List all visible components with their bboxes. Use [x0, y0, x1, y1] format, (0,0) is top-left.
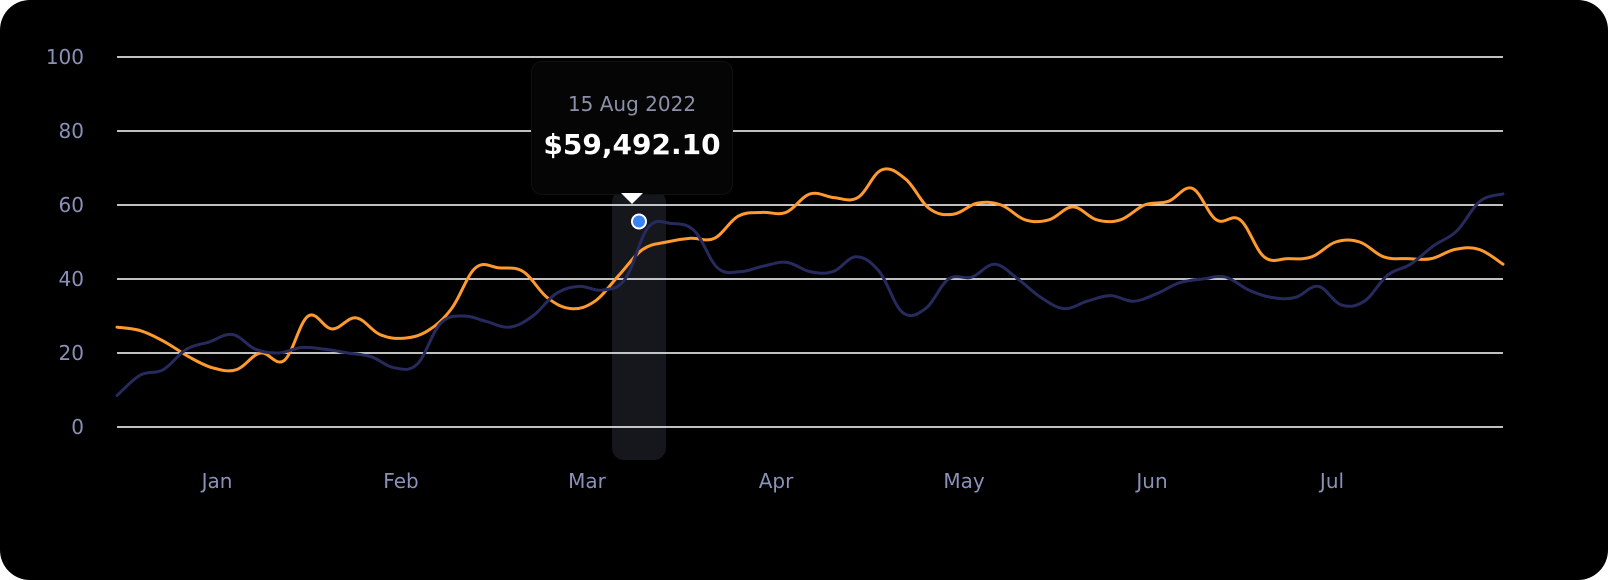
x-tick-label: May — [943, 469, 985, 493]
x-tick-label: Feb — [383, 469, 418, 493]
series-line-orange — [115, 167, 1505, 373]
tooltip-value: $59,492.10 — [543, 128, 721, 161]
x-tick-label: Jun — [1134, 469, 1167, 493]
tooltip-date: 15 Aug 2022 — [567, 92, 697, 116]
x-tick-label: Mar — [568, 469, 607, 493]
y-tick-label: 60 — [59, 193, 84, 217]
highlight-band — [612, 190, 666, 460]
series-line-navy — [115, 192, 1505, 398]
y-tick-label: 20 — [59, 341, 84, 365]
highlight-marker — [631, 213, 647, 230]
x-tick-label: Jan — [200, 469, 233, 493]
y-tick-label: 80 — [59, 119, 84, 143]
chart-tooltip: 15 Aug 2022 $59,492.10 — [532, 62, 732, 194]
y-tick-label: 100 — [46, 45, 84, 69]
y-tick-label: 40 — [59, 267, 84, 291]
x-tick-label: Apr — [759, 469, 794, 493]
y-tick-label: 0 — [71, 415, 84, 439]
x-tick-label: Jul — [1318, 469, 1344, 493]
tooltip-pointer — [621, 193, 643, 204]
